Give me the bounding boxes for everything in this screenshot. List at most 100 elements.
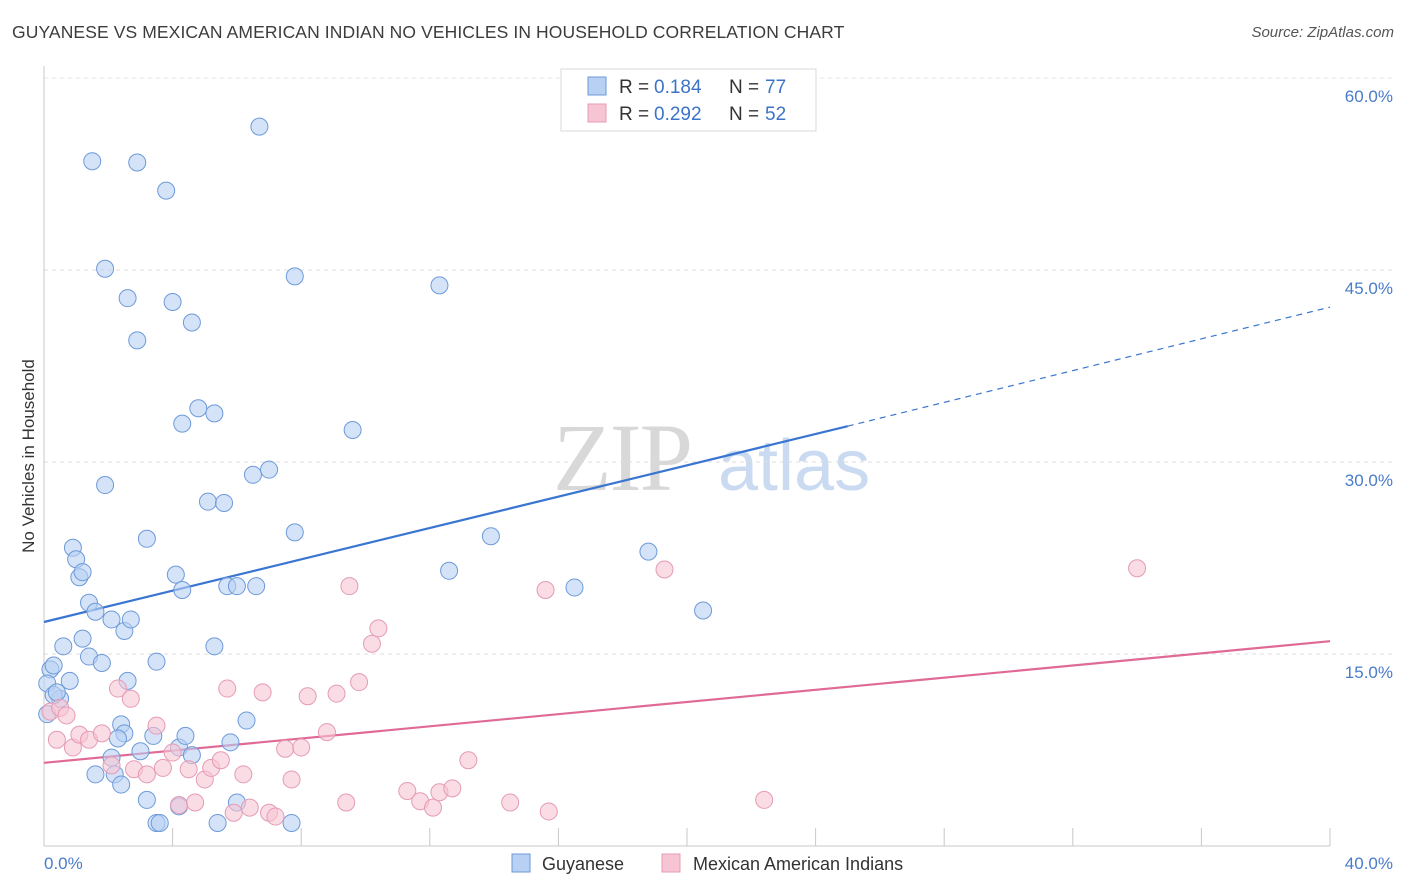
guyanese-point-73 [639,542,658,561]
guyanese-point-69 [343,421,362,439]
guyanese-point-55 [243,465,262,484]
mexican-american-indians-point-37 [362,634,381,653]
mexican-american-indians-point-46 [501,793,520,812]
mexican-american-indians-point-45 [459,751,478,770]
mexican-american-indians-point-16 [170,796,189,815]
mexican-american-indians-point-32 [298,687,317,706]
mexican-american-indians-point-22 [218,679,237,698]
guyanese-point-51 [173,581,192,599]
mexican-american-indians-point-1 [47,730,66,749]
guyanese-point-70 [440,561,459,580]
mexican-american-indians-point-21 [211,751,230,770]
mexican-american-indians-point-49 [655,560,674,579]
guyanese-point-50 [166,565,185,584]
y-axis-title: No Vehicles in Household [19,359,38,553]
guyanese-point-45 [173,414,192,433]
guyanese-point-42 [128,331,147,350]
guyanese-point-75 [282,813,301,832]
guyanese-point-35 [150,813,169,832]
mexican-american-indians-point-17 [179,760,198,779]
legend-swatch-guyanese [587,76,607,96]
guyanese-point-49 [215,493,234,512]
bottom-legend-swatch-mexican-american-indians [661,853,681,873]
mexican-american-indians-point-26 [253,683,272,702]
mexican-american-indians-point-40 [398,781,417,800]
guyanese-point-68 [430,276,449,295]
mexican-american-indians-point-44 [443,779,462,798]
mexican-american-indians-point-24 [234,765,253,784]
mexican-american-indians-point-50 [755,790,774,809]
legend-n-label-2: N = [729,104,759,125]
guyanese-point-43 [182,313,201,332]
chart-title: GUYANESE VS MEXICAN AMERICAN INDIAN NO V… [12,22,845,42]
guyanese-point-54 [247,577,266,596]
bottom-legend-label-guyanese: Guyanese [542,854,624,874]
y-tick-label-15: 15.0% [1345,663,1393,682]
trend-lines [43,306,1331,764]
grid-lines [44,77,1393,655]
mexican-american-indians-point-7 [92,724,111,743]
mexican-american-indians-point-9 [108,679,127,698]
guyanese-point-67 [285,267,304,286]
watermark-zip: ZIP [553,404,691,511]
data-points [38,117,1147,832]
legend-n-value-1: 77 [765,77,786,98]
guyanese-point-72 [565,578,584,597]
y-tick-labels: 15.0% 30.0% 45.0% 60.0% [1345,87,1393,682]
mexican-american-indians-point-13 [147,716,166,735]
legend: R = 0.184 N = 77 R = 0.292 N = 52 [560,68,817,132]
mexican-american-indians-point-29 [276,739,295,758]
mexican-american-indians-point-30 [282,770,301,789]
chart-source: Source: ZipAtlas.com [1251,24,1394,41]
guyanese-point-1 [44,656,63,675]
bottom-legend-label-mexican-american-indians: Mexican American Indians [693,854,903,874]
guyanese-point-38 [157,181,176,200]
guyanese-point-28 [112,775,131,794]
guyanese-point-32 [131,742,150,761]
mexican-american-indians-point-48 [536,581,555,599]
guyanese-point-17 [92,653,111,672]
bottom-legend-swatch-guyanese [511,853,531,873]
mexican-american-indians-point-31 [292,738,311,757]
guyanese-point-56 [260,460,279,479]
axes [43,66,1331,847]
legend-n-value-2: 52 [765,104,786,125]
mexican-american-indians-point-25 [240,798,259,817]
guyanese-point-20 [121,610,140,629]
mexican-american-indians-point-42 [424,798,443,817]
guyanese-point-18 [102,610,121,629]
guyanese-trend-line [43,425,849,624]
guyanese-point-65 [208,813,227,832]
legend-r-label-1: R = [619,77,649,98]
guyanese-point-48 [198,492,217,511]
guyanese-point-27 [86,765,105,784]
mexican-american-indians-point-3 [57,706,76,725]
guyanese-point-29 [137,529,156,548]
guyanese-point-57 [285,523,304,542]
mexican-american-indians-point-51 [1128,559,1147,578]
guyanese-point-39 [96,259,115,278]
guyanese-point-37 [128,153,147,172]
guyanese-point-46 [205,404,224,423]
y-tick-label-60: 60.0% [1345,87,1393,106]
guyanese-point-59 [237,711,256,730]
guyanese-point-33 [137,790,156,809]
guyanese-point-62 [176,726,195,745]
bottom-legend: Guyanese Mexican American Indians [511,853,903,874]
mexican-american-indians-point-8 [102,756,121,775]
guyanese-point-7 [60,671,79,690]
watermark-atlas: atlas [718,426,870,506]
mexican-american-indians-point-15 [163,743,182,762]
guyanese-point-71 [481,527,500,546]
legend-n-label-1: N = [729,77,759,98]
guyanese-point-53 [227,577,246,596]
mexican-american-indians-point-34 [327,684,346,703]
guyanese-point-44 [189,399,208,418]
mexican-american-indians-point-39 [340,577,359,596]
mexican-american-indians-point-12 [137,765,156,784]
y-tick-label-45: 45.0% [1345,279,1393,298]
guyanese-point-12 [73,563,92,582]
guyanese-point-66 [250,117,269,136]
mexican-american-indians-point-38 [369,619,388,638]
mexican-american-indians-point-10 [121,689,140,708]
